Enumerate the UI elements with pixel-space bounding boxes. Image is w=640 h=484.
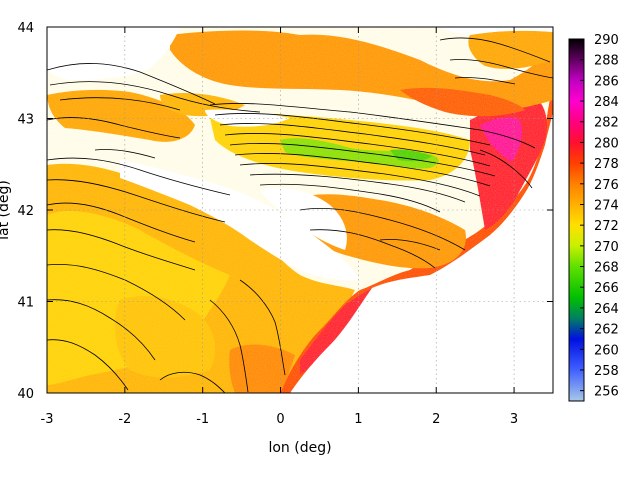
y-tick-label: 44 xyxy=(17,21,34,36)
nodata-central xyxy=(260,188,347,250)
colorbar-tick-label: 276 xyxy=(594,178,619,193)
colorbar-tick-label: 258 xyxy=(594,364,619,379)
x-axis: -3 -2 -1 0 1 2 3 xyxy=(41,27,518,427)
x-tick-label: 1 xyxy=(354,412,362,427)
colorbar-tick-label: 270 xyxy=(594,240,619,255)
colorbar-tick-label: 290 xyxy=(594,33,619,48)
grid-lines xyxy=(47,27,553,393)
temperature-field xyxy=(47,27,553,393)
x-tick-label: 2 xyxy=(432,412,440,427)
contour-lines xyxy=(47,37,553,393)
x-tick-label: -1 xyxy=(196,412,209,427)
colorbar-tick-label: 266 xyxy=(594,281,619,296)
colorbar-tick-label: 268 xyxy=(594,261,619,276)
x-tick-label: 0 xyxy=(276,412,284,427)
y-axis: 40 41 42 43 44 xyxy=(17,21,553,402)
y-tick-label: 43 xyxy=(17,113,34,128)
colorbar-tick-label: 262 xyxy=(594,323,619,338)
nodata-ebro xyxy=(120,160,360,281)
x-axis-label: lon (deg) xyxy=(268,440,331,456)
colorbar-tick-label: 288 xyxy=(594,54,619,69)
nodata-north xyxy=(47,27,180,80)
colorbar-tick-label: 284 xyxy=(594,95,619,110)
y-axis-label: lat (deg) xyxy=(0,180,12,240)
nodata-topright xyxy=(440,27,553,35)
colorbar-tick-label: 274 xyxy=(594,198,619,213)
nodata-sea xyxy=(290,110,553,393)
colorbar xyxy=(568,38,585,402)
x-tick-label: -2 xyxy=(118,412,131,427)
colorbar-tick-label: 272 xyxy=(594,219,619,234)
colorbar-tick-label: 286 xyxy=(594,74,619,89)
y-tick-label: 42 xyxy=(17,204,34,219)
colorbar-tick-label: 256 xyxy=(594,385,619,400)
x-tick-label: -3 xyxy=(41,412,54,427)
colorbar-tick-label: 280 xyxy=(594,136,619,151)
colorbar-tick-label: 260 xyxy=(594,343,619,358)
y-tick-label: 40 xyxy=(17,387,34,402)
colorbar-tick-label: 264 xyxy=(594,302,619,317)
colorbar-tick-label: 282 xyxy=(594,116,619,131)
colorbar-axis: 256 258 260 262 264 266 268 270 272 274 276 278 280 2… xyxy=(580,33,619,400)
colorbar-tick-label: 278 xyxy=(594,157,619,172)
x-tick-label: 3 xyxy=(510,412,518,427)
y-tick-label: 41 xyxy=(17,296,34,311)
